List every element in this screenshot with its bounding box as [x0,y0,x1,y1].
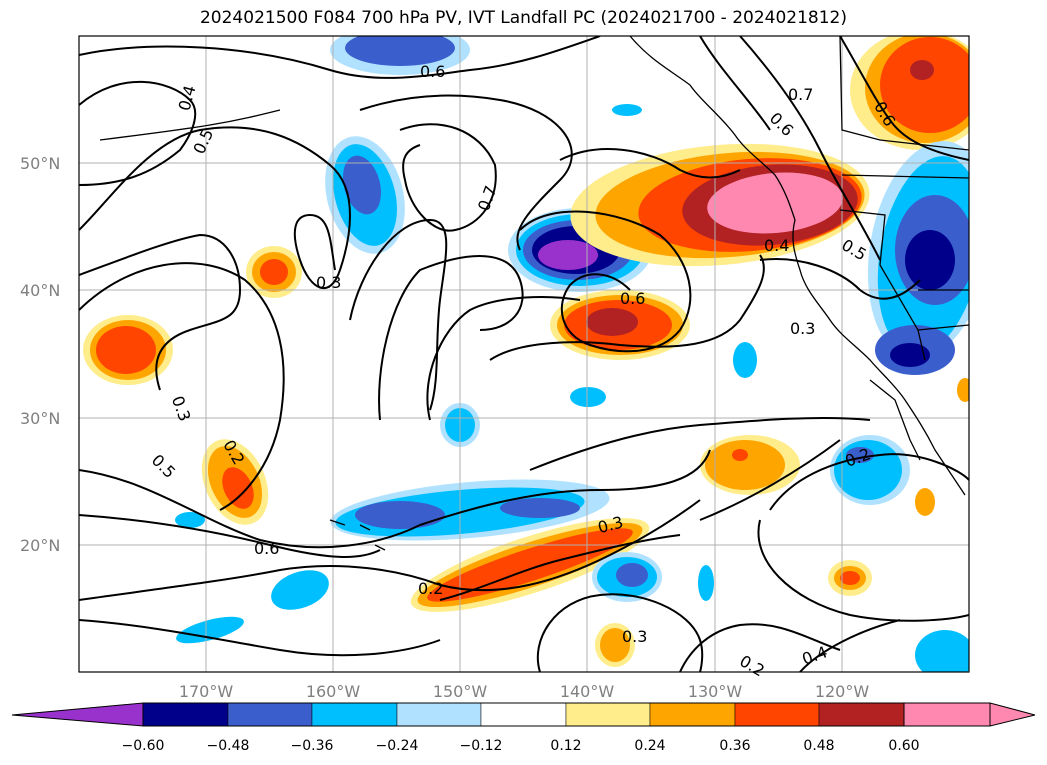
lat-label-30n: 30°N [20,409,60,428]
contour-label: 0.3 [790,319,815,338]
colorbar-extend-min [11,702,144,727]
contour-label: 0.7 [788,85,813,104]
colorbar-tick-label: 0.48 [803,738,834,754]
colorbar-tick-label: −0.48 [207,738,250,754]
colorbar: −0.60 −0.48 −0.36 −0.24 −0.12 0.12 0.24 … [11,702,1036,754]
colorbar-tick-label: −0.12 [460,738,503,754]
colorbar-extend-max [903,702,1036,727]
colorbar-segment [396,702,482,727]
contour-label: 0.3 [316,273,341,292]
colorbar-tick-label: −0.60 [122,738,165,754]
colorbar-segment [227,702,313,727]
colorbar-tick-label: 0.24 [634,738,665,754]
colorbar-segment [649,702,736,727]
colorbar-tick-label: −0.24 [376,738,419,754]
contour-label: 0.6 [254,539,279,558]
colorbar-segment [311,702,398,727]
lon-label-160w: 160°W [306,682,361,701]
lat-label-20n: 20°N [20,536,60,555]
colorbar-tick-label: −0.36 [291,738,334,754]
lon-labels: 170°W 160°W 150°W 140°W 130°W 120°W [179,682,870,701]
contour-label: 0.2 [418,579,443,598]
lat-labels: 50°N 40°N 30°N 20°N [20,154,60,555]
contour-label: 0.4 [764,236,789,255]
colorbar-tick-label: 0.60 [888,738,919,754]
coastlines [99,36,969,551]
contour-label: 0.6 [420,62,445,81]
colorbar-segment [480,702,567,727]
map-border [78,35,970,673]
lat-label-50n: 50°N [20,154,60,173]
lon-label-130w: 130°W [688,682,743,701]
map-title: 2024021500 F084 700 hPa PV, IVT Landfall… [199,8,847,28]
colorbar-segment [142,702,229,727]
colorbar-tick-label: 0.12 [550,738,581,754]
contour-label: 0.6 [620,289,645,308]
lat-label-40n: 40°N [20,281,60,300]
colorbar-segment [818,702,905,727]
colorbar-tick-label: 0.36 [719,738,750,754]
lon-label-170w: 170°W [179,682,234,701]
colorbar-segment [565,702,651,727]
pv-shading [83,36,969,672]
contour-label: 0.3 [622,627,647,646]
lon-label-120w: 120°W [815,682,870,701]
lon-label-150w: 150°W [433,682,488,701]
contour-lines [79,36,969,672]
colorbar-segment [734,702,820,727]
lon-label-140w: 140°W [560,682,615,701]
